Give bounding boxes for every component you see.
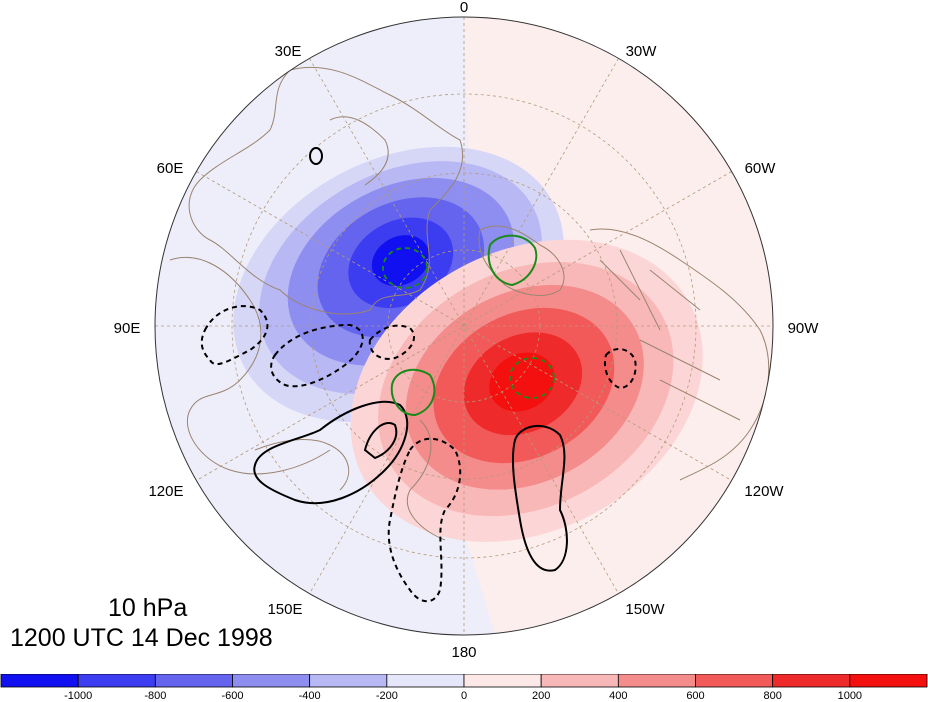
green-dashed-neg-center — [382, 247, 428, 289]
colorbar-label: 800 — [763, 690, 781, 702]
colorbar-box — [386, 674, 465, 688]
shaded-field — [155, 17, 773, 635]
black-contours — [253, 147, 568, 572]
lon-label-30e: 30E — [275, 43, 302, 60]
colorbar-label: -200 — [376, 690, 398, 702]
colorbar-box — [540, 674, 619, 688]
polar-stereographic-map: 0 30E 30W 60E 60W 90E 90W 120E 120W 150E… — [114, 0, 820, 661]
colorbar-label: 0 — [461, 690, 467, 702]
colorbar-box — [77, 674, 156, 688]
coast-asia — [169, 256, 331, 475]
lon-label-120w: 120W — [744, 483, 784, 500]
colorbar-label: -400 — [299, 690, 321, 702]
valid-time-title: 1200 UTC 14 Dec 1998 — [10, 624, 273, 652]
colorbar-box — [849, 674, 928, 688]
positive-anomaly — [350, 239, 703, 542]
coast-east-asia — [254, 439, 350, 491]
coast-north-america — [589, 228, 770, 481]
coast-scandinavia — [329, 116, 389, 186]
lon-label-180: 180 — [451, 644, 476, 661]
lon-label-150w: 150W — [625, 601, 665, 618]
colorbar-label: 600 — [686, 690, 704, 702]
dashed-contours — [200, 305, 637, 603]
colorbar-box — [617, 674, 696, 688]
contour-solid-inner — [363, 422, 398, 460]
lon-label-90e: 90E — [114, 320, 141, 337]
map-border — [154, 16, 774, 636]
lon-label-0: 0 — [460, 0, 468, 16]
contour-dashed-small — [368, 324, 415, 360]
green-contours — [390, 234, 538, 417]
contour-solid-east-asia — [253, 400, 409, 505]
lon-label-150e: 150E — [267, 601, 302, 618]
lon-label-90w: 90W — [788, 320, 820, 337]
contour-dashed-east — [604, 348, 637, 390]
state-borders — [599, 249, 741, 421]
contour-solid-small — [309, 147, 323, 165]
colorbar-box — [695, 674, 774, 688]
colorbar-label: 200 — [532, 690, 550, 702]
colorbar-label: -800 — [144, 690, 166, 702]
colorbar: -1000 -800 -600 -400 -200 0 200 400 600 800 1000 — [0, 674, 928, 702]
colorbar-box — [0, 674, 79, 688]
colorbar-labels: -1000 -800 -600 -400 -200 0 200 400 600 800 1000 — [64, 690, 862, 702]
meridian-60w-120e — [196, 171, 732, 481]
colorbar-box — [772, 674, 851, 688]
coast-eurasia-north — [188, 66, 464, 315]
green-contour-bering — [390, 368, 436, 417]
pressure-level-title: 10 hPa — [108, 594, 188, 622]
colorbar-box — [154, 674, 233, 688]
lon-label-60w: 60W — [745, 160, 777, 177]
green-dashed-contours — [382, 247, 555, 399]
graticule — [155, 17, 773, 635]
colorbar-box — [309, 674, 388, 688]
colorbar-box — [232, 674, 311, 688]
colorbar-box — [463, 674, 542, 688]
colorbar-boxes — [0, 674, 928, 688]
colorbar-label: -600 — [221, 690, 243, 702]
lon-label-30w: 30W — [626, 43, 658, 60]
contour-solid-pacific — [511, 425, 568, 572]
pos-level-max — [489, 352, 555, 412]
colorbar-label: 400 — [609, 690, 627, 702]
colorbar-label: -1000 — [64, 690, 92, 702]
green-contour-greenland — [487, 234, 538, 287]
coastlines — [169, 66, 770, 541]
contour-dashed-central — [270, 323, 364, 388]
coast-alaska-bering — [407, 419, 446, 541]
lon-label-120e: 120E — [148, 483, 183, 500]
neg-level-max — [371, 235, 430, 287]
lon-label-60e: 60E — [157, 160, 184, 177]
colorbar-label: 1000 — [838, 690, 862, 702]
green-dashed-pos-center — [509, 357, 555, 399]
